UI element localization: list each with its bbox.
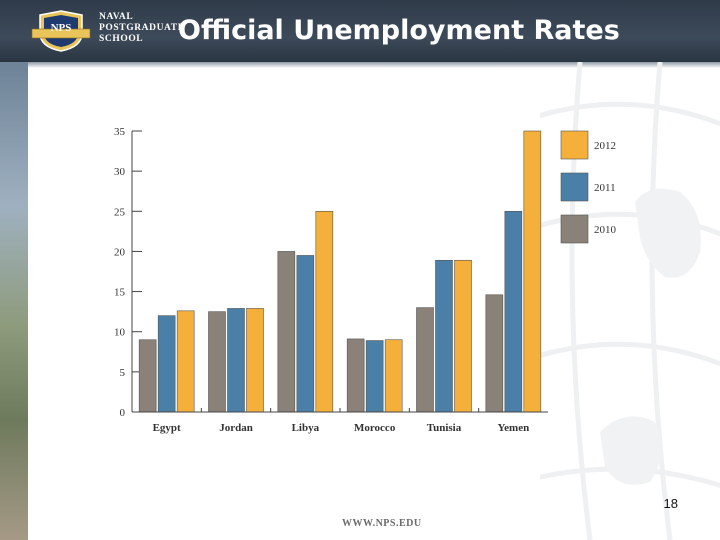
- page-title: Official Unemployment Rates: [178, 15, 620, 46]
- bar-egypt-2012: [176, 310, 195, 413]
- legend-swatch-2011: [560, 172, 589, 202]
- bar-jordan-2012: [246, 308, 264, 413]
- header-shadow: [0, 62, 720, 68]
- logo-mark-text: NPS: [51, 22, 72, 34]
- legend-label-2011: 2011: [594, 182, 616, 194]
- unemployment-bar-chart: 0 5 10 15 20 25 30 35 Egypt Jordan Libya Morocco Tu…: [114, 126, 617, 434]
- logo-line-2: POSTGRADUATE: [99, 23, 185, 33]
- bar-morocco-2011: [365, 340, 384, 413]
- y-tick-label: 30: [114, 166, 126, 178]
- x-axis: Egypt Jordan Libya Morocco Tunisia Yemen: [132, 408, 548, 434]
- x-tick-label: Egypt: [153, 422, 181, 434]
- bar-libya-2010: [277, 251, 296, 413]
- legend-label-2012: 2012: [594, 140, 616, 152]
- y-tick-label: 35: [114, 126, 126, 138]
- y-tick-label: 10: [114, 327, 126, 339]
- bar-morocco-2010: [346, 338, 365, 413]
- bar-jordan-2010: [208, 311, 226, 413]
- bar-tunisia-2010: [416, 307, 434, 413]
- bar-tunisia-2011: [435, 259, 453, 413]
- bar-egypt-2011: [157, 315, 176, 413]
- x-tick-label: Jordan: [219, 422, 253, 434]
- bar-jordan-2011: [227, 308, 245, 413]
- world-map-decoration: [540, 62, 720, 540]
- chart-legend: 2012 2011 2010: [560, 130, 617, 244]
- nps-crest-icon: NPS: [31, 10, 91, 52]
- bar-yemen-2012: [523, 130, 542, 413]
- page-number: 18: [663, 496, 678, 511]
- bar-yemen-2010: [485, 294, 504, 413]
- x-tick-label: Tunisia: [427, 422, 462, 434]
- y-tick-label: 20: [114, 246, 126, 258]
- campus-photo-strip: [0, 62, 28, 540]
- logo-line-1: NAVAL: [99, 12, 134, 22]
- bar-yemen-2011: [504, 210, 523, 413]
- y-tick-label: 0: [120, 407, 126, 419]
- y-tick-label: 15: [114, 287, 126, 299]
- logo-wordmark: NAVAL POSTGRADUATE SCHOOL: [99, 12, 185, 45]
- bar-libya-2012: [315, 210, 334, 413]
- bars-group: [138, 130, 542, 413]
- legend-swatch-2010: [560, 214, 589, 244]
- x-tick-label: Libya: [292, 422, 320, 434]
- legend-swatch-2012: [560, 130, 589, 160]
- x-tick-label: Morocco: [354, 422, 396, 434]
- bar-tunisia-2012: [454, 259, 472, 413]
- x-tick-label: Yemen: [497, 422, 529, 434]
- y-tick-label: 5: [120, 367, 126, 379]
- header-bar: NPS NAVAL POSTGRADUATE SCHOOL Official U…: [0, 0, 720, 62]
- legend-label-2010: 2010: [594, 224, 617, 236]
- footer-url: WWW.NPS.EDU: [342, 518, 422, 529]
- y-axis: 0 5 10 15 20 25 30 35: [114, 126, 142, 419]
- y-tick-label: 25: [114, 206, 126, 218]
- bar-egypt-2010: [138, 339, 157, 413]
- bar-morocco-2012: [384, 339, 403, 413]
- bar-libya-2011: [296, 255, 315, 413]
- logo-line-3: SCHOOL: [99, 34, 144, 44]
